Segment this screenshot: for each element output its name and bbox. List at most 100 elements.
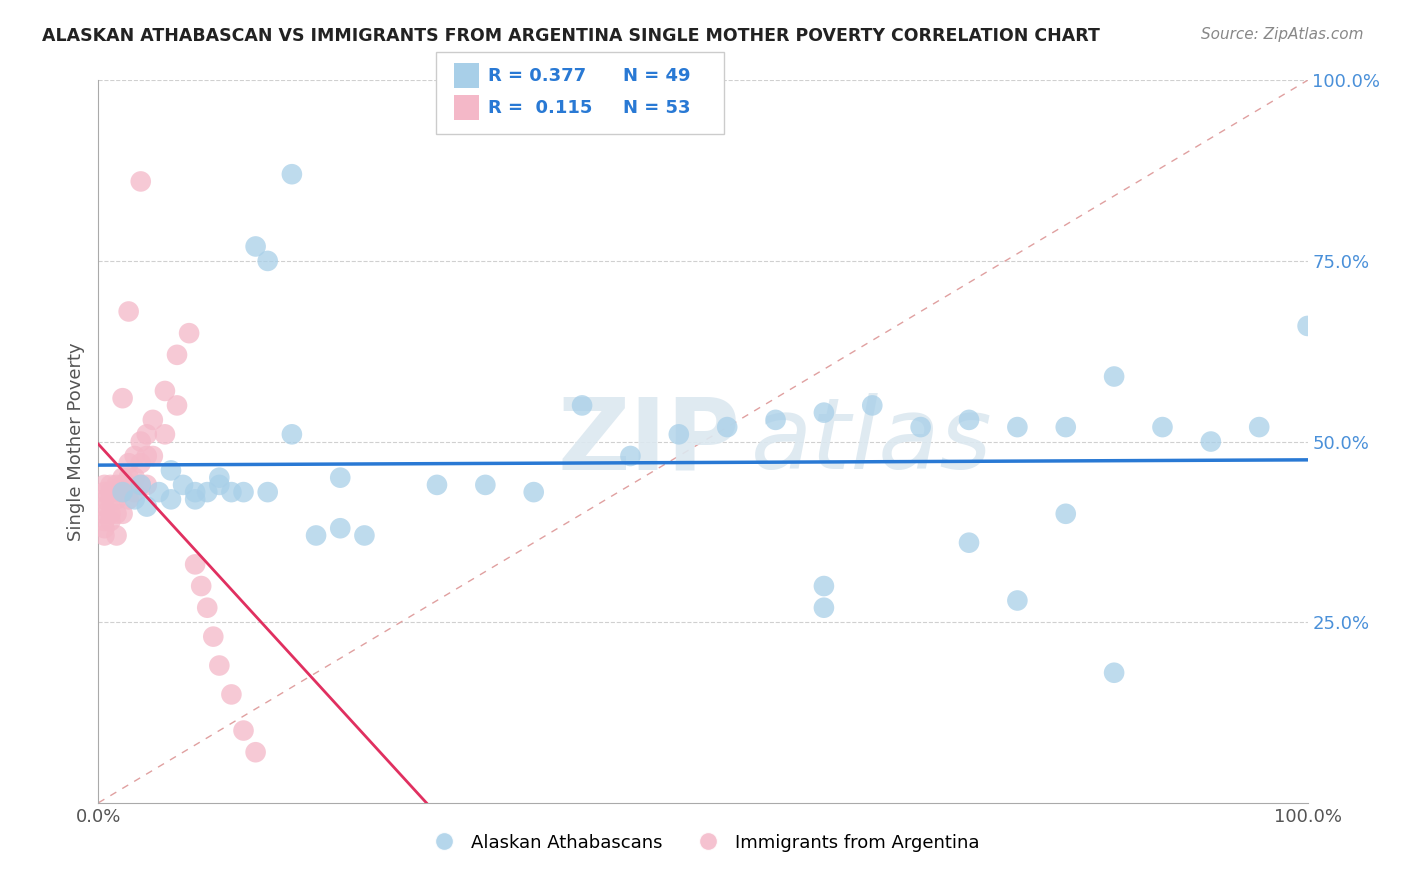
Point: [523, 485, 546, 500]
Point: [957, 535, 980, 549]
Point: [1102, 369, 1125, 384]
Point: [305, 528, 328, 542]
Point: [910, 420, 932, 434]
Point: [208, 478, 231, 492]
Point: [1296, 318, 1319, 333]
Point: [195, 485, 218, 500]
Point: [208, 658, 231, 673]
Point: [245, 239, 267, 253]
Point: [329, 521, 352, 535]
Point: [118, 492, 141, 507]
Point: [93, 492, 115, 507]
Point: [93, 478, 115, 492]
Text: Source: ZipAtlas.com: Source: ZipAtlas.com: [1201, 27, 1364, 42]
Point: [1249, 420, 1271, 434]
Point: [256, 253, 278, 268]
Point: [190, 579, 212, 593]
Text: ALASKAN ATHABASCAN VS IMMIGRANTS FROM ARGENTINA SINGLE MOTHER POVERTY CORRELATIO: ALASKAN ATHABASCAN VS IMMIGRANTS FROM AR…: [42, 27, 1099, 45]
Point: [166, 348, 188, 362]
Point: [474, 478, 496, 492]
Point: [142, 449, 165, 463]
Point: [135, 449, 157, 463]
Point: [160, 492, 183, 507]
Point: [957, 413, 980, 427]
Point: [232, 485, 254, 500]
Point: [245, 745, 267, 759]
Point: [160, 463, 183, 477]
Point: [105, 507, 128, 521]
Text: atlas: atlas: [751, 393, 993, 490]
Point: [1199, 434, 1222, 449]
Point: [1054, 507, 1077, 521]
Text: N = 53: N = 53: [623, 99, 690, 117]
Point: [111, 391, 134, 405]
Point: [353, 528, 375, 542]
Point: [100, 485, 122, 500]
Point: [100, 492, 122, 507]
Point: [860, 398, 883, 412]
Text: ZIP: ZIP: [558, 393, 741, 490]
Point: [129, 478, 152, 492]
Point: [100, 478, 122, 492]
Point: [148, 485, 170, 500]
Point: [93, 485, 115, 500]
Point: [105, 492, 128, 507]
Point: [256, 485, 278, 500]
Point: [118, 470, 141, 484]
Point: [281, 427, 304, 442]
Point: [179, 326, 201, 340]
Text: N = 49: N = 49: [623, 67, 690, 85]
Point: [221, 687, 243, 701]
Point: [813, 406, 835, 420]
Point: [1007, 420, 1029, 434]
Point: [1152, 420, 1174, 434]
Point: [129, 434, 152, 449]
Point: [118, 456, 141, 470]
Point: [202, 630, 225, 644]
Point: [142, 413, 165, 427]
Point: [813, 579, 835, 593]
Point: [105, 528, 128, 542]
Point: [281, 167, 304, 181]
Point: [118, 304, 141, 318]
Point: [105, 485, 128, 500]
Point: [129, 174, 152, 188]
Point: [93, 521, 115, 535]
Point: [765, 413, 787, 427]
Point: [111, 470, 134, 484]
Point: [1054, 420, 1077, 434]
Point: [184, 492, 207, 507]
Point: [129, 456, 152, 470]
Point: [111, 478, 134, 492]
Point: [232, 723, 254, 738]
Point: [93, 500, 115, 514]
Point: [118, 478, 141, 492]
Point: [1007, 593, 1029, 607]
Point: [221, 485, 243, 500]
Point: [129, 478, 152, 492]
Point: [124, 449, 146, 463]
Point: [100, 514, 122, 528]
Point: [124, 492, 146, 507]
Point: [195, 600, 218, 615]
Point: [135, 478, 157, 492]
Point: [153, 384, 176, 398]
Point: [571, 398, 593, 412]
Y-axis label: Single Mother Poverty: Single Mother Poverty: [66, 343, 84, 541]
Point: [93, 507, 115, 521]
Point: [111, 485, 134, 500]
Point: [124, 470, 146, 484]
Point: [135, 500, 157, 514]
Point: [111, 485, 134, 500]
Point: [166, 398, 188, 412]
Text: R = 0.377: R = 0.377: [488, 67, 586, 85]
Point: [668, 427, 690, 442]
Point: [135, 427, 157, 442]
Point: [153, 427, 176, 442]
Point: [184, 485, 207, 500]
Point: [208, 470, 231, 484]
Point: [184, 558, 207, 572]
Point: [1102, 665, 1125, 680]
Point: [100, 507, 122, 521]
Point: [111, 507, 134, 521]
